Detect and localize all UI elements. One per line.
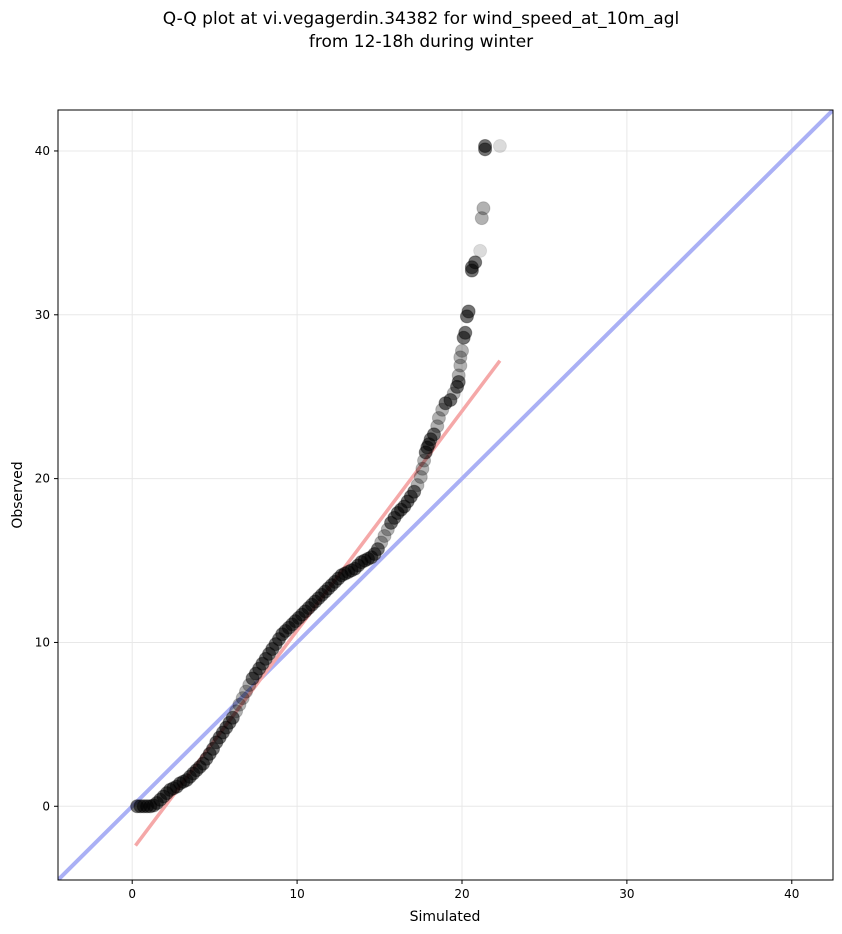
quantile-point [426, 427, 441, 442]
quantile-point [476, 201, 491, 216]
plot-frame [57, 109, 834, 881]
quantile-point [453, 358, 468, 373]
quantile-point [225, 710, 240, 725]
quantile-point [474, 211, 489, 226]
quantile-point [407, 484, 422, 499]
quantile-point [468, 255, 483, 270]
quantile-point [235, 691, 250, 706]
quantile-point [377, 528, 392, 543]
chart-title-line-1: Q-Q plot at vi.vegagerdin.34382 for wind… [162, 9, 680, 29]
quantile-point [451, 368, 466, 383]
quantile-point [430, 419, 445, 434]
quantile-point [232, 697, 247, 712]
x-tick-label: 0 [128, 887, 136, 901]
y-axis-ticks: 0 10 20 30 40 [35, 144, 58, 813]
quantile-points [130, 139, 507, 814]
y-tick-label: 0 [42, 799, 50, 813]
quantile-point [458, 325, 473, 340]
x-axis-label: Simulated [410, 909, 481, 925]
quantile-point [473, 243, 488, 258]
x-tick-label: 40 [784, 887, 799, 901]
quantile-point [431, 411, 446, 425]
y-tick-label: 10 [35, 635, 50, 649]
x-tick-label: 20 [454, 887, 469, 901]
quantile-point [492, 139, 507, 154]
quantile-point [454, 343, 469, 358]
quantile-point [478, 139, 493, 154]
reference-lines [58, 110, 833, 880]
quantile-point [238, 684, 253, 699]
y-axis-label: Observed [10, 461, 26, 528]
quantile-point [410, 478, 425, 493]
x-tick-label: 30 [619, 887, 634, 901]
quantile-point [415, 461, 430, 476]
y-tick-label: 40 [35, 144, 50, 158]
quantile-point [461, 304, 476, 319]
quantile-point [370, 542, 385, 557]
y-tick-label: 30 [35, 308, 50, 322]
identity-line [58, 110, 833, 880]
quantile-point [229, 704, 244, 719]
x-axis-ticks: 0 10 20 30 40 [128, 880, 799, 901]
quantile-point [443, 392, 458, 407]
chart-title-line-2: from 12-18h during winter [308, 32, 534, 52]
quantile-point [453, 350, 468, 365]
x-tick-label: 10 [289, 887, 304, 901]
grid-lines [58, 110, 833, 880]
quantile-point [374, 535, 389, 550]
quantile-point [451, 374, 466, 389]
quantile-point [413, 469, 428, 484]
y-tick-label: 20 [35, 472, 50, 486]
